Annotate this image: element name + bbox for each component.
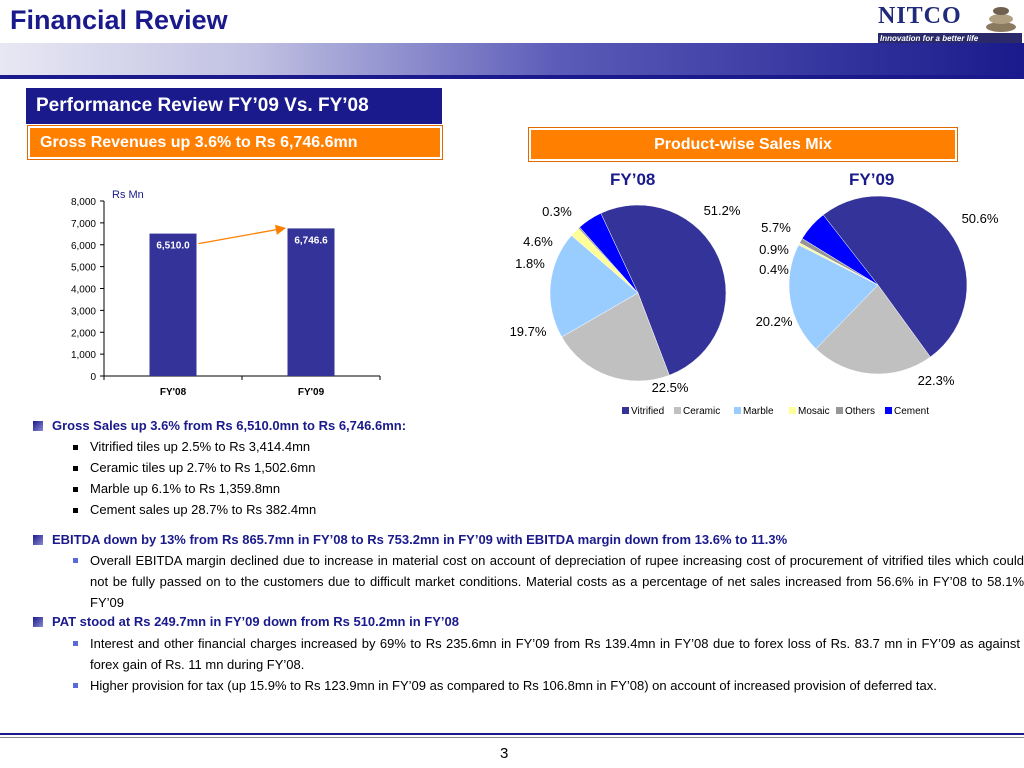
legend-swatch bbox=[622, 407, 629, 414]
pie-slice bbox=[822, 195, 968, 358]
pie-label: 51.2% bbox=[704, 203, 741, 218]
pie-label: 19.7% bbox=[510, 324, 547, 339]
pie-label: 5.7% bbox=[761, 220, 791, 235]
y-tick-label: 3,000 bbox=[71, 306, 96, 317]
legend-swatch bbox=[885, 407, 892, 414]
y-tick-label: 7,000 bbox=[71, 219, 96, 230]
sub-bullet bbox=[73, 487, 78, 492]
legend-item: Others bbox=[836, 406, 875, 417]
y-tick-label: 8,000 bbox=[71, 197, 96, 208]
legend-label: Marble bbox=[743, 406, 774, 417]
pie-label: 22.3% bbox=[918, 373, 955, 388]
gross-sales-heading: Gross Sales up 3.6% from Rs 6,510.0mn to… bbox=[52, 418, 407, 433]
y-tick-label: 4,000 bbox=[71, 285, 96, 296]
gross-sales-item: Marble up 6.1% to Rs 1,359.8mn bbox=[90, 481, 281, 496]
sub-bullet bbox=[73, 641, 78, 646]
legend-swatch bbox=[836, 407, 843, 414]
y-tick-label: 2,000 bbox=[71, 328, 96, 339]
pie-label: 4.6% bbox=[523, 234, 553, 249]
sub-bullet bbox=[73, 445, 78, 450]
bar-value-label: 6,746.6 bbox=[294, 235, 328, 246]
nitco-logo: NITCO Innovation for a better life bbox=[878, 3, 1022, 44]
section-title: Performance Review FY’09 Vs. FY’08 bbox=[26, 88, 442, 124]
legend-label: Cement bbox=[894, 406, 930, 417]
sub-bullet bbox=[73, 466, 78, 471]
pie-slice bbox=[788, 244, 879, 350]
bar bbox=[287, 228, 335, 376]
pie-slice bbox=[561, 292, 670, 382]
legend-item: Vitrified bbox=[622, 406, 664, 417]
pie-chart-fy09: 50.6% 22.3% 20.2% 0.4% 0.9% 5.7% bbox=[756, 195, 999, 388]
legend-item: Cement bbox=[885, 406, 929, 417]
pie-slice bbox=[579, 212, 639, 294]
gross-sales-item: Cement sales up 28.7% to Rs 382.4mn bbox=[90, 502, 317, 517]
pie-label: 0.3% bbox=[542, 204, 572, 219]
section-bullet bbox=[33, 421, 43, 431]
left-panel-title: Gross Revenues up 3.6% to Rs 6,746.6mn bbox=[28, 126, 442, 159]
header-rule bbox=[0, 75, 1024, 79]
y-axis-label: Rs Mn bbox=[112, 189, 144, 201]
pat-heading: PAT stood at Rs 249.7mn in FY’09 down fr… bbox=[52, 614, 459, 629]
footer-rule bbox=[0, 733, 1024, 735]
pie-label: 50.6% bbox=[962, 211, 999, 226]
legend-label: Others bbox=[845, 406, 876, 417]
legend-swatch bbox=[674, 407, 681, 414]
legend-label: Mosaic bbox=[798, 406, 830, 417]
pie-label: 0.4% bbox=[759, 262, 789, 277]
pie-label: 22.5% bbox=[652, 380, 689, 395]
sub-bullet bbox=[73, 558, 78, 563]
y-tick-label: 6,000 bbox=[71, 241, 96, 252]
sub-bullet bbox=[73, 683, 78, 688]
bar-value-label: 6,510.0 bbox=[156, 241, 190, 252]
section-bullet bbox=[33, 617, 43, 627]
pie-chart-fy08: 51.2% 22.5% 19.7% 1.8% 0.3% 4.6% bbox=[510, 203, 741, 395]
legend-swatch bbox=[789, 407, 796, 414]
pie-slice bbox=[801, 214, 879, 286]
y-tick-label: 5,000 bbox=[71, 263, 96, 274]
pat-item: Higher provision for tax (up 15.9% to Rs… bbox=[90, 678, 937, 693]
legend-item: Marble bbox=[734, 406, 774, 417]
x-tick-label: FY'09 bbox=[298, 387, 325, 398]
sub-bullet bbox=[73, 508, 78, 513]
ebitda-item: Overall EBITDA margin declined due to in… bbox=[90, 553, 1024, 610]
pie-label: 1.8% bbox=[515, 256, 545, 271]
legend-label: Vitrified bbox=[631, 406, 665, 417]
legend-item: Mosaic bbox=[789, 406, 830, 417]
y-tick-label: 1,000 bbox=[71, 350, 96, 361]
y-tick-label: 0 bbox=[90, 372, 96, 383]
pie-title-fy09: FY’09 bbox=[849, 170, 895, 189]
x-tick-label: FY'08 bbox=[160, 387, 187, 398]
header-band bbox=[0, 43, 1024, 75]
pie-legend: Vitrified Ceramic Marble Mosaic Others Cement bbox=[622, 406, 962, 420]
logo-tagline: Innovation for a better life bbox=[878, 33, 1022, 44]
gross-sales-item: Ceramic tiles up 2.7% to Rs 1,502.6mn bbox=[90, 460, 316, 475]
pie-label: 0.9% bbox=[759, 242, 789, 257]
bar bbox=[149, 233, 197, 376]
page-number: 3 bbox=[500, 745, 509, 762]
legend-label: Ceramic bbox=[683, 406, 721, 417]
pie-slice bbox=[815, 284, 931, 375]
pie-slice bbox=[549, 235, 639, 338]
bar-chart: 0 1,000 2,000 3,000 4,000 5,000 6,000 7,000 8,00… bbox=[71, 189, 381, 398]
pie-slice bbox=[600, 204, 727, 376]
growth-arrow bbox=[198, 224, 287, 245]
pat-item: Interest and other financial charges inc… bbox=[90, 636, 1020, 672]
section-bullet bbox=[33, 535, 43, 545]
legend-item: Ceramic bbox=[674, 406, 720, 417]
pie-label: 20.2% bbox=[756, 314, 793, 329]
logo-text: NITCO bbox=[878, 3, 962, 29]
stone-stack-icon bbox=[986, 7, 1016, 32]
page-title: Financial Review bbox=[10, 5, 228, 35]
ebitda-heading: EBITDA down by 13% from Rs 865.7mn in FY… bbox=[52, 532, 788, 547]
legend-swatch bbox=[734, 407, 741, 414]
gross-sales-item: Vitrified tiles up 2.5% to Rs 3,414.4mn bbox=[90, 439, 311, 454]
right-panel-title: Product-wise Sales Mix bbox=[529, 128, 957, 161]
footer-rule-thin bbox=[0, 737, 1024, 738]
pie-title-fy08: FY’08 bbox=[610, 170, 656, 189]
